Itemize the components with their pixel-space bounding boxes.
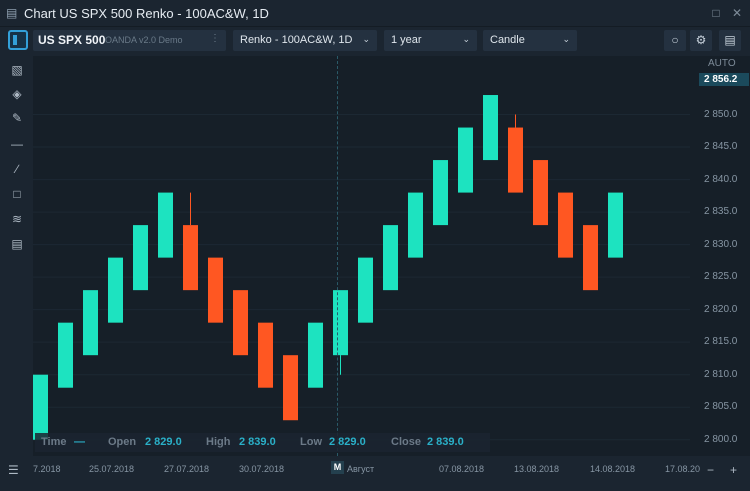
price-tick: 2 825.0: [704, 271, 738, 283]
renko-brick-up: [433, 160, 448, 226]
price-tick: 2 805.0: [704, 401, 738, 413]
price-tick: 2 850.0: [704, 108, 738, 120]
pencil-icon[interactable]: ✎: [11, 111, 23, 125]
mouse-mode-icon[interactable]: ○: [664, 30, 686, 51]
chevron-down-icon: ⌄: [562, 34, 570, 44]
price-axis[interactable]: [690, 56, 750, 456]
renko-brick-up: [58, 322, 73, 388]
chart-type-select[interactable]: Renko - 100AC&W, 1D ⌄: [233, 30, 377, 51]
renko-brick-down: [508, 127, 523, 193]
renko-brick-up: [408, 192, 423, 258]
time-tick: 13.08.2018: [514, 464, 560, 474]
zoom-in-icon[interactable]: +: [730, 463, 738, 477]
rectangle-icon[interactable]: □: [13, 187, 21, 201]
renko-brick-down: [183, 225, 198, 291]
price-tick: 2 820.0: [704, 303, 738, 315]
time-value: —: [74, 436, 85, 448]
low-value: 2 829.0: [329, 436, 366, 448]
price-tick: 2 840.0: [704, 173, 738, 185]
current-price-tag: 2 856.2: [699, 73, 749, 86]
more-icon: ⋮: [210, 33, 220, 44]
range-value: 1 year: [391, 34, 422, 46]
chart-toolbar: US SPX 500 OANDA v2.0 Demo ⋮ Renko - 100…: [0, 27, 750, 54]
high-label: High: [206, 436, 231, 448]
open-value: 2 829.0: [145, 436, 182, 448]
price-tick: 2 845.0: [704, 141, 738, 153]
renko-brick-down: [583, 225, 598, 291]
renko-brick-down: [533, 160, 548, 226]
maximize-icon[interactable]: □: [712, 6, 720, 20]
window-title: Chart US SPX 500 Renko - 100AC&W, 1D: [24, 6, 269, 21]
symbol-source: OANDA v2.0 Demo: [105, 35, 183, 45]
price-tick: 2 835.0: [704, 206, 738, 218]
ohlc-readout: Time — Open 2 829.0 High 2 839.0 Low 2 8…: [35, 433, 490, 452]
price-tick: 2 830.0: [704, 238, 738, 250]
trend-line-icon[interactable]: ∕: [15, 162, 18, 176]
text-tool-icon[interactable]: ▤: [11, 237, 23, 251]
time-tick: Август: [347, 464, 375, 474]
chevron-down-icon: ⌄: [362, 34, 370, 44]
renko-brick-up: [133, 225, 148, 291]
time-tick: 27.07.2018: [164, 464, 210, 474]
panel-toggle-icon[interactable]: [8, 30, 28, 50]
chart-plot-area[interactable]: [33, 56, 690, 456]
time-tick: 7.2018: [33, 464, 61, 474]
style-value: Candle: [490, 34, 525, 46]
style-select[interactable]: Candle ⌄: [483, 30, 577, 51]
drawing-toolbar: ▧ ◈ ✎ — ∕ □ ≋ ▤: [0, 56, 33, 466]
time-tick: 30.07.2018: [239, 464, 285, 474]
price-tick: 2 800.0: [704, 433, 738, 445]
renko-brick-down: [208, 257, 223, 323]
low-label: Low: [300, 436, 322, 448]
symbol-selector[interactable]: US SPX 500 OANDA v2.0 Demo ⋮: [33, 30, 226, 51]
time-tick: 17.08.20: [665, 464, 701, 474]
title-bar: ▤ Chart US SPX 500 Renko - 100AC&W, 1D □…: [0, 0, 750, 27]
renko-brick-down: [283, 355, 298, 421]
renko-brick-up: [33, 374, 48, 440]
renko-brick-up: [83, 290, 98, 356]
renko-brick-down: [558, 192, 573, 258]
horizontal-line-icon[interactable]: —: [11, 137, 23, 151]
price-tick: 2 815.0: [704, 336, 738, 348]
auto-scale-button[interactable]: AUTO: [708, 58, 736, 69]
crosshair-line: [337, 56, 338, 456]
settings-gear-icon[interactable]: ⚙: [690, 30, 712, 51]
symbol-name: US SPX 500: [38, 33, 106, 47]
high-value: 2 839.0: [239, 436, 276, 448]
time-tick: 14.08.2018: [590, 464, 636, 474]
open-label: Open: [108, 436, 137, 448]
chart-type-value: Renko - 100AC&W, 1D: [240, 34, 353, 46]
close-label: Close: [391, 436, 421, 448]
zoom-out-icon[interactable]: −: [707, 463, 715, 477]
renko-brick-down: [233, 290, 248, 356]
renko-brick-up: [483, 95, 498, 161]
time-tick: 25.07.2018: [89, 464, 135, 474]
close-value: 2 839.0: [427, 436, 464, 448]
renko-brick-down: [258, 322, 273, 388]
indicators-icon[interactable]: ▧: [11, 63, 23, 77]
chart-app-icon: ▤: [6, 6, 18, 20]
renko-chart: [33, 95, 690, 441]
renko-brick-up: [108, 257, 123, 323]
renko-brick-up: [458, 127, 473, 193]
renko-brick-up: [358, 257, 373, 323]
layers-icon[interactable]: ◈: [12, 87, 22, 101]
fibonacci-icon[interactable]: ≋: [11, 212, 23, 226]
time-label: Time: [41, 436, 67, 448]
renko-brick-up: [308, 322, 323, 388]
price-tick: 2 810.0: [704, 368, 738, 380]
close-icon[interactable]: ✕: [731, 6, 743, 20]
renko-brick-up: [158, 192, 173, 258]
list-icon[interactable]: ☰: [8, 463, 19, 477]
renko-brick-up: [383, 225, 398, 291]
range-select[interactable]: 1 year ⌄: [384, 30, 477, 51]
layout-panel-icon[interactable]: ▤: [719, 30, 741, 51]
chevron-down-icon: ⌄: [462, 34, 470, 44]
renko-brick-up: [608, 192, 623, 258]
renko-brick-up: [333, 290, 348, 356]
month-marker: M: [331, 461, 344, 474]
status-bar: [0, 480, 750, 491]
time-axis[interactable]: [33, 457, 750, 479]
time-tick: 07.08.2018: [439, 464, 485, 474]
